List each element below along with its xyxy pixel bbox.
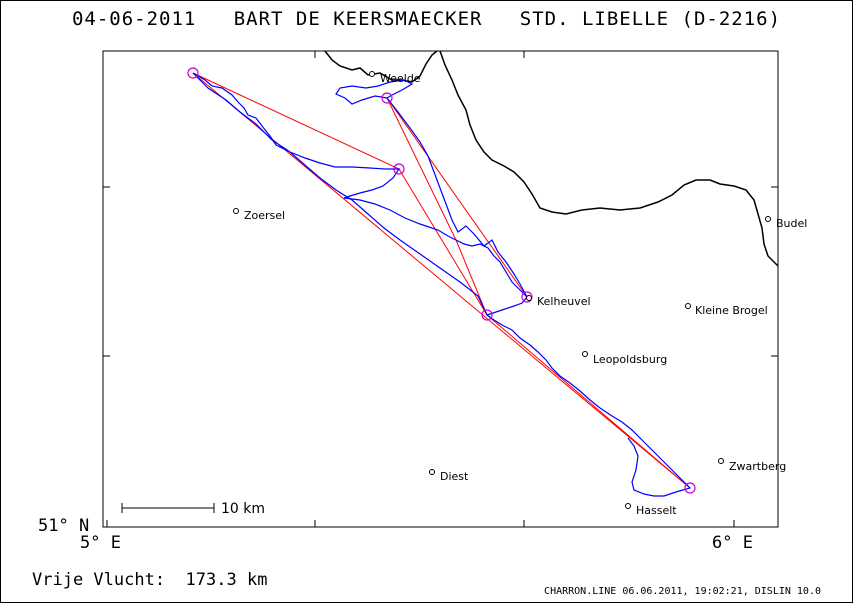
place-markers: Weelde Zoersel Budel Kelheuvel Kleine Br…: [233, 71, 808, 518]
place-diest[interactable]: Diest: [429, 469, 470, 484]
place-hasselt[interactable]: Hasselt: [625, 503, 678, 518]
place-dot: [429, 469, 435, 475]
place-dot: [685, 303, 691, 309]
axis-ticks: [103, 51, 778, 527]
page-title: 04-06-2011 BART DE KEERSMAECKER STD. LIB…: [0, 8, 853, 30]
place-dot: [526, 295, 532, 301]
place-label: Zoersel: [244, 209, 285, 222]
free-flight-value: 173.3 km: [185, 570, 268, 590]
title-date: 04-06-2011: [71, 8, 197, 30]
place-label: Kleine Brogel: [695, 304, 768, 317]
place-label: Hasselt: [636, 504, 677, 517]
title-glider: STD. LIBELLE (D-2216): [519, 8, 782, 30]
place-label: Budel: [776, 217, 807, 230]
turnpoint-marker[interactable]: [684, 482, 696, 494]
turnpoint-marker[interactable]: [381, 92, 393, 104]
place-zoersel[interactable]: Zoersel: [233, 208, 286, 223]
place-leopoldsburg[interactable]: Leopoldsburg: [582, 351, 668, 367]
turnpoint-marker[interactable]: [521, 291, 533, 303]
gps-track: [192, 72, 692, 497]
place-dot: [718, 458, 724, 464]
x-axis-label-6e: 6° E: [712, 533, 753, 553]
place-kleine-brogel[interactable]: Kleine Brogel: [685, 303, 768, 318]
turnpoints: [187, 67, 696, 494]
turnpoint-marker[interactable]: [187, 67, 199, 79]
country-border: [324, 50, 779, 267]
place-label: Zwartberg: [729, 460, 786, 473]
place-kelheuvel[interactable]: Kelheuvel: [526, 295, 591, 308]
place-label: Weelde: [380, 72, 421, 85]
scale-bar: 10 km: [121, 501, 265, 517]
turnpoint-marker[interactable]: [481, 309, 493, 321]
place-dot: [369, 71, 375, 77]
footer-credit: CHARRON.LINE 06.06.2011, 19:02:21, DISLI…: [544, 586, 821, 597]
place-zwartberg[interactable]: Zwartberg: [718, 458, 787, 474]
place-budel[interactable]: Budel: [765, 216, 808, 231]
x-axis-label-5e: 5° E: [80, 533, 121, 553]
place-dot: [582, 351, 588, 357]
scale-bar-label: 10 km: [221, 501, 265, 517]
place-label: Leopoldsburg: [593, 353, 667, 366]
place-dot: [765, 216, 771, 222]
free-flight-label: Vrije Vlucht:: [32, 570, 166, 590]
title-pilot: BART DE KEERSMAECKER: [233, 8, 483, 30]
place-dot: [233, 208, 239, 214]
place-dot: [625, 503, 631, 509]
turnpoint-marker[interactable]: [393, 163, 405, 175]
place-label: Kelheuvel: [537, 295, 591, 308]
place-label: Diest: [440, 470, 469, 483]
free-flight-result: Vrije Vlucht: 173.3 km: [32, 570, 267, 590]
y-axis-label: 51° N: [38, 516, 89, 536]
place-weelde[interactable]: Weelde: [369, 71, 421, 86]
plot-frame: [102, 50, 779, 528]
